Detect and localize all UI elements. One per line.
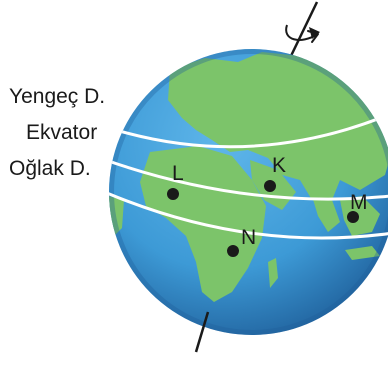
australia: [372, 270, 388, 318]
tropic-cancer-label: Yengeç D.: [9, 85, 105, 108]
point-n-dot: [227, 245, 239, 257]
equator-label: Ekvator: [26, 121, 97, 144]
earth-axis-bottom: [194, 311, 210, 353]
point-k-dot: [264, 180, 276, 192]
islands: [345, 246, 380, 260]
eurasia: [168, 52, 388, 205]
point-n-label: N: [241, 226, 256, 249]
point-l-dot: [167, 188, 179, 200]
madagascar: [268, 258, 278, 288]
latitude-lines: [109, 108, 388, 240]
point-m-dot: [347, 211, 359, 223]
earth-axis-top: [288, 1, 319, 59]
southeast-asia: [340, 196, 380, 236]
point-k-label: K: [272, 154, 286, 177]
tropic-capricorn-line: [109, 188, 388, 240]
point-m-label: M: [350, 191, 368, 214]
equator-line: [109, 156, 388, 201]
point-l-label: L: [172, 162, 184, 185]
tropic-capricorn-label: Oğlak D.: [9, 157, 91, 180]
tropic-cancer-line: [109, 108, 388, 149]
india: [312, 196, 340, 232]
rotation-arrow-icon: [285, 24, 320, 43]
